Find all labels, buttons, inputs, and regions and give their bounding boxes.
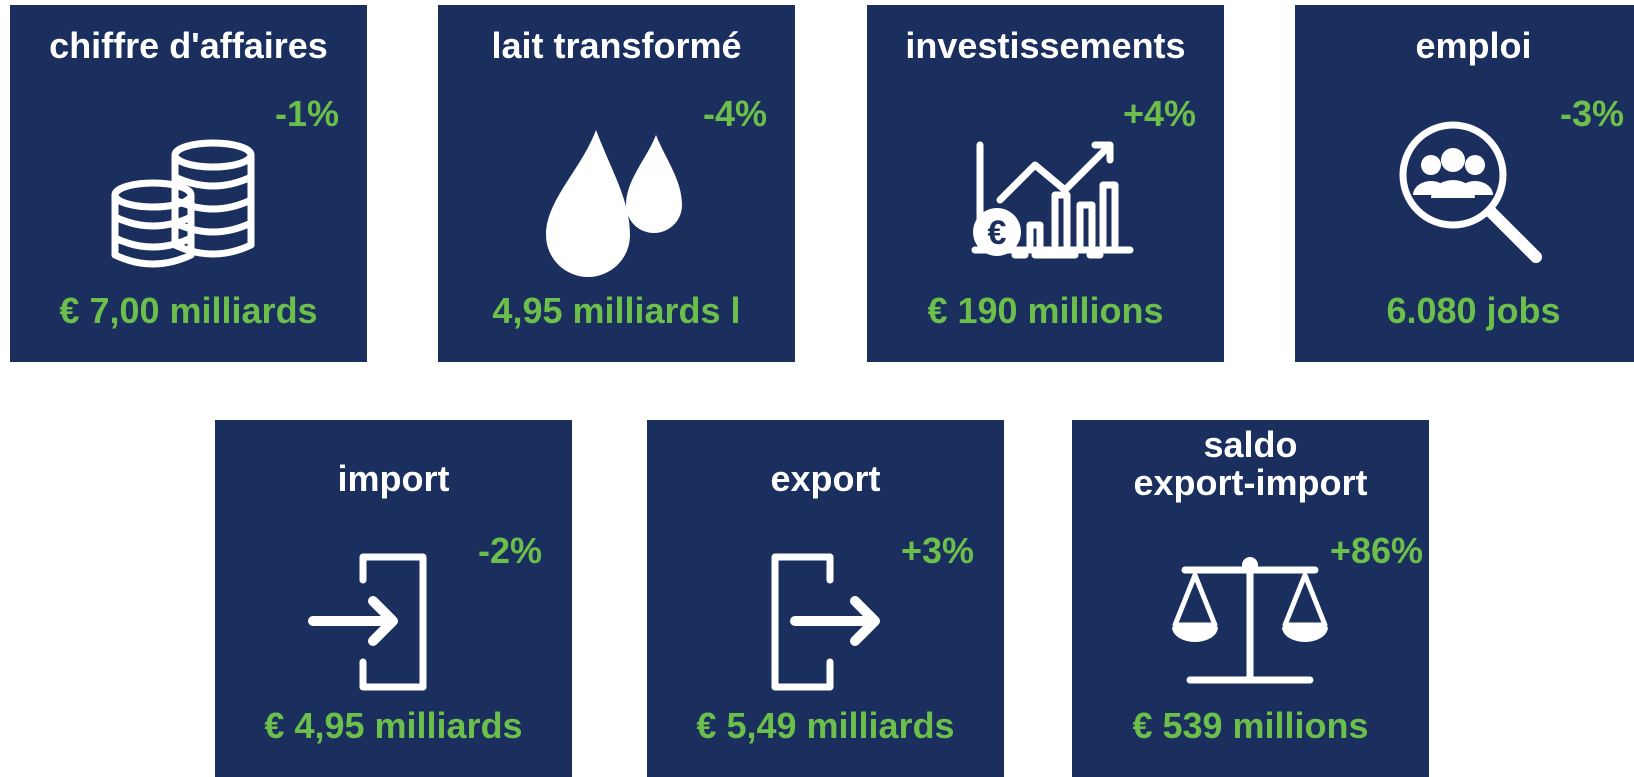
tile-value: € 4,95 milliards: [264, 705, 523, 746]
tile-change: +4%: [1122, 93, 1196, 134]
tile-change: -4%: [702, 93, 767, 134]
tile: investissements +4% € € 190 millions: [867, 5, 1224, 362]
tile-value: 4,95 milliards l: [492, 290, 741, 331]
search-people-icon: [1399, 121, 1542, 263]
tile-value: € 7,00 milliards: [59, 290, 318, 331]
tile-change: +3%: [900, 530, 974, 571]
tile-title: investissements: [905, 25, 1186, 66]
tile-title: export: [770, 458, 881, 499]
tile: saldo export-import +86% € 539 millions: [1072, 420, 1429, 777]
tile-value: € 5,49 milliards: [696, 705, 955, 746]
tile-value: 6.080 jobs: [1386, 290, 1561, 331]
tile-title: lait transformé: [491, 25, 742, 66]
tile: emploi -3% 6.080 jobs: [1295, 5, 1634, 362]
tile: chiffre d'affaires -1% € 7,00 milliards: [10, 5, 367, 362]
tile-title: emploi: [1415, 25, 1532, 66]
scales-icon: [1172, 557, 1328, 684]
tile-title: chiffre d'affaires: [49, 25, 328, 66]
svg-text:€: €: [988, 214, 1007, 252]
tile: lait transformé -4% 4,95 milliards l: [438, 5, 795, 362]
export-icon: [771, 553, 880, 691]
tile: import -2% € 4,95 milliards: [215, 420, 572, 777]
tile-value: € 190 millions: [927, 290, 1164, 331]
tile-change: -3%: [1559, 93, 1624, 134]
drops-icon: [546, 130, 682, 277]
tile-title: saldo export-import: [1133, 424, 1368, 503]
coins-icon: [111, 139, 255, 268]
investment-icon: €: [971, 141, 1134, 259]
tile-title: import: [337, 458, 450, 499]
tile-value: € 539 millions: [1132, 705, 1369, 746]
import-icon: [308, 553, 427, 691]
tile-change: +86%: [1329, 530, 1423, 571]
tile-change: -1%: [274, 93, 339, 134]
tile-change: -2%: [477, 530, 542, 571]
tile: export +3% € 5,49 milliards: [647, 420, 1004, 777]
